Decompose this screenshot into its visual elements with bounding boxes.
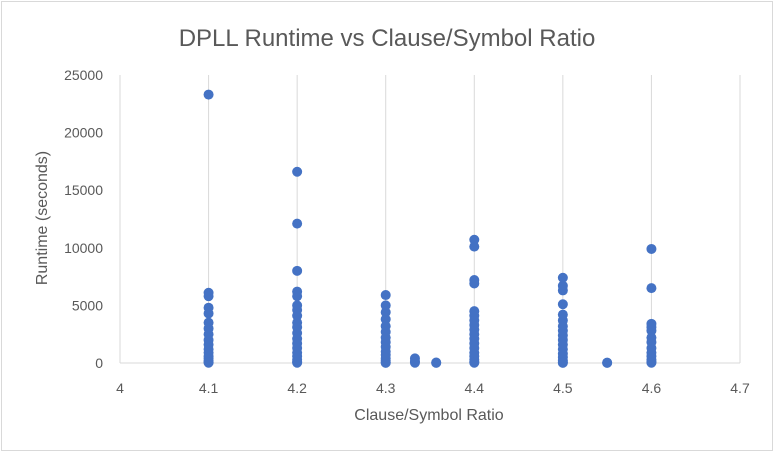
gridlines [119,75,741,364]
y-tick-label: 15000 [64,182,103,198]
x-tick-label: 4.6 [642,380,662,396]
data-point [292,357,303,368]
x-axis-label: Clause/Symbol Ratio [354,407,504,424]
data-point [557,357,568,368]
x-tick-label: 4.1 [199,380,219,396]
data-point [646,243,657,254]
y-axis-label: Runtime (seconds) [34,151,51,285]
data-point [409,357,420,368]
data-point [646,357,657,368]
y-tick-label: 20000 [64,125,103,141]
y-tick-label: 5000 [72,297,103,313]
data-point [469,234,480,245]
data-point [380,307,391,318]
y-tick-label: 0 [95,355,103,371]
x-tick-label: 4.4 [465,380,485,396]
y-tick-label: 10000 [64,240,103,256]
data-point [203,291,214,302]
data-point [431,357,442,368]
data-point [602,357,613,368]
x-tick-label: 4.7 [730,380,750,396]
chart-title: DPLL Runtime vs Clause/Symbol Ratio [179,25,596,52]
data-point [203,308,214,319]
x-tick-label: 4.3 [376,380,396,396]
data-point [469,357,480,368]
data-point [292,166,303,177]
y-tick-label: 25000 [64,67,103,83]
data-point [380,314,391,325]
data-point [469,278,480,289]
tick-labels: 4 4.1 4.2 4.3 4.4 4.5 4.6 4.7 0 5000 10000 15000 200… [64,67,750,396]
data-point [469,241,480,252]
x-tick-label: 4.2 [287,380,307,396]
data-point [380,300,391,311]
data-point [292,218,303,229]
data-point [292,310,303,321]
data-point [646,325,657,336]
data-point [203,89,214,100]
data-point [646,283,657,294]
data-point [292,265,303,276]
data-points [203,89,657,368]
x-tick-label: 4.5 [553,380,573,396]
data-point [380,357,391,368]
data-point [557,299,568,310]
data-point [203,357,214,368]
data-point [292,291,303,302]
data-point [557,285,568,296]
x-tick-label: 4 [116,380,124,396]
data-point [380,290,391,301]
data-point [557,272,568,283]
